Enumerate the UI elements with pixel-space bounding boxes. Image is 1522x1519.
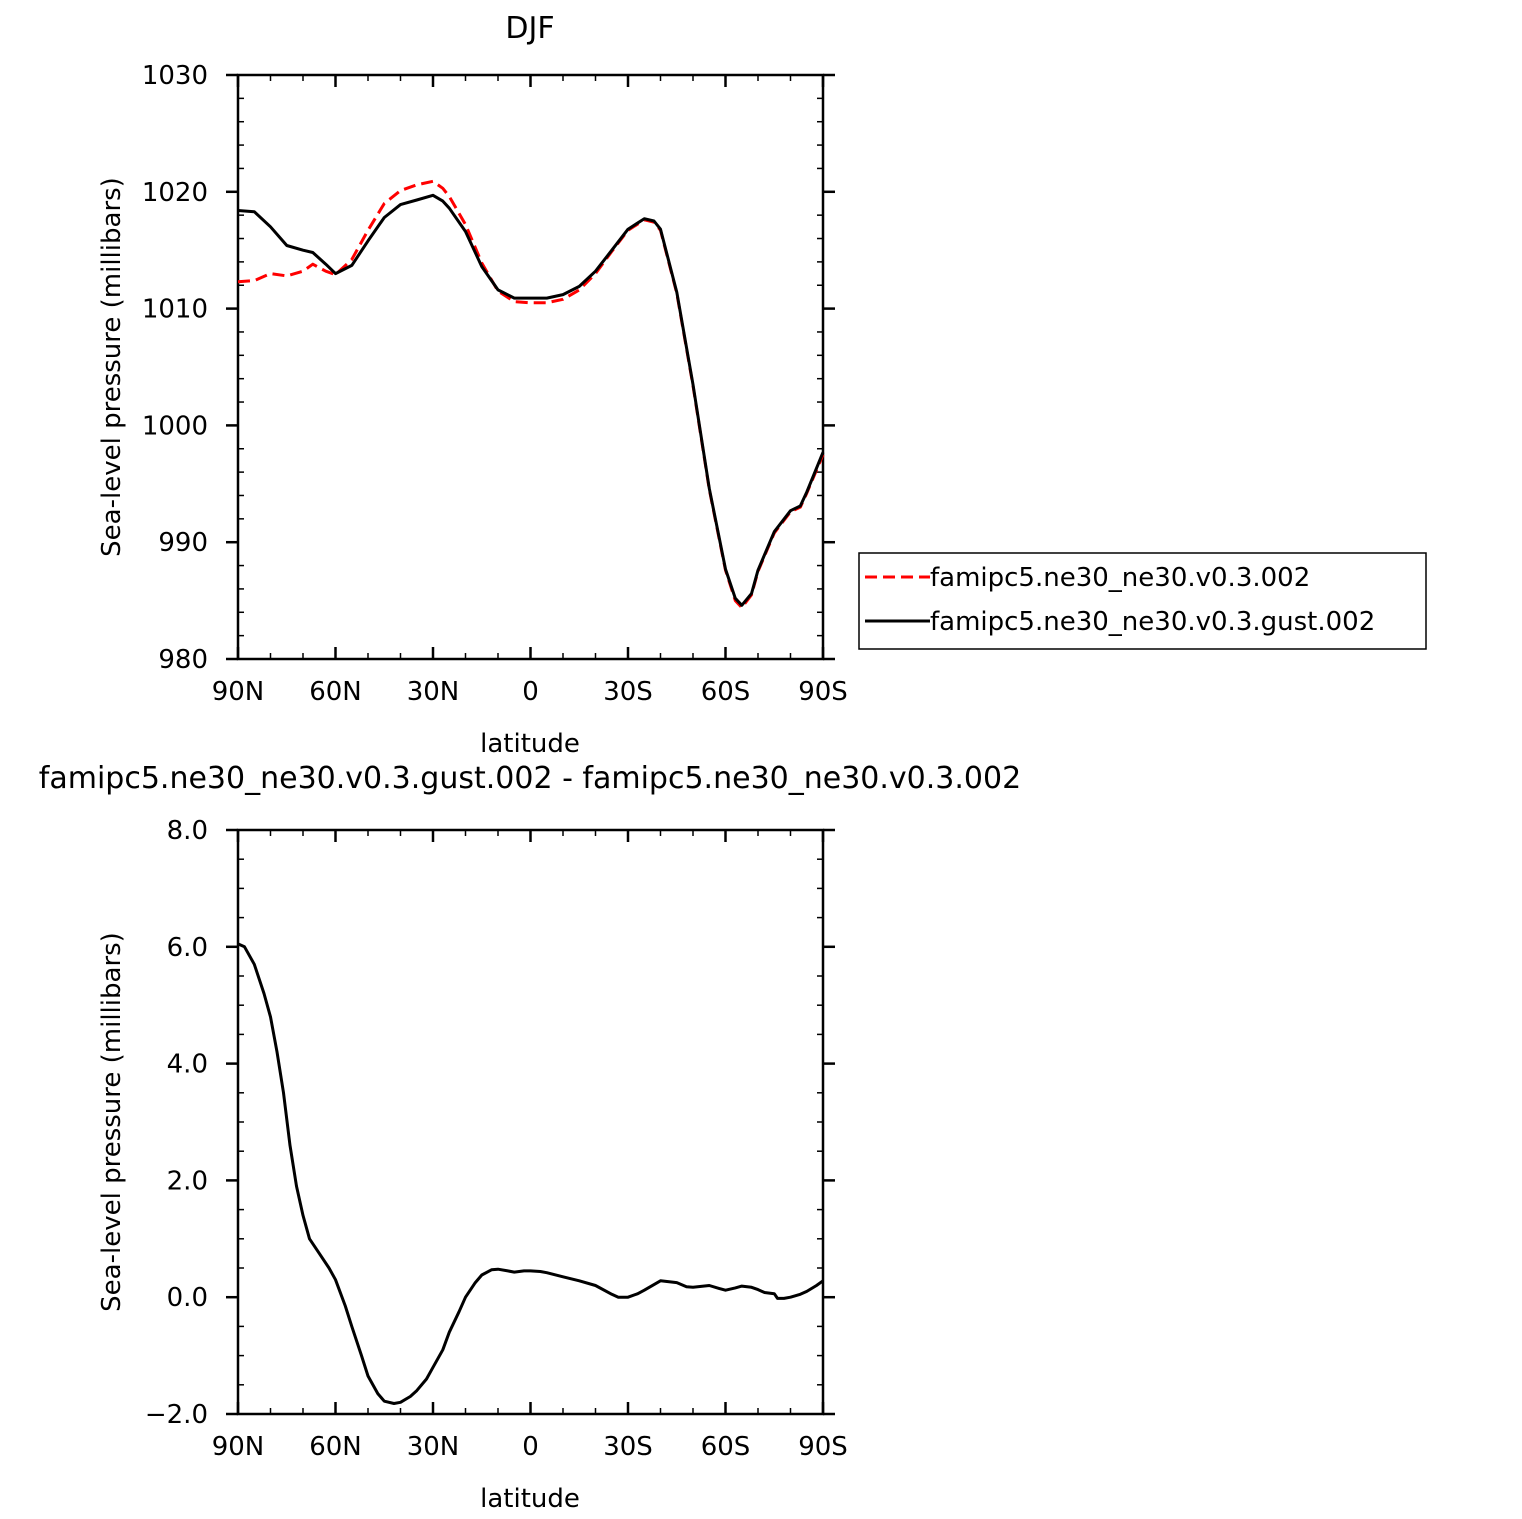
x-tick-label: 60N	[309, 677, 362, 707]
plot-frame	[236, 73, 825, 661]
x-tick-label: 30N	[407, 677, 460, 707]
y-axis-title: Sea-level pressure (millibars)	[97, 177, 127, 557]
y-tick-label: 1030	[142, 61, 208, 91]
series-line-2	[237, 193, 825, 607]
y-tick-label: 8.0	[167, 816, 208, 846]
y-tick-label: 6.0	[167, 933, 208, 963]
y-tick-label: 1010	[142, 295, 208, 325]
x-tick-label: 0	[522, 677, 539, 707]
legend: famipc5.ne30_ne30.v0.3.002 famipc5.ne30_…	[858, 552, 1427, 650]
x-axis-title: latitude	[480, 1484, 580, 1514]
x-tick-label: 30N	[407, 1432, 460, 1462]
legend-label-series-2: famipc5.ne30_ne30.v0.3.gust.002	[930, 607, 1375, 637]
panel-difference: famipc5.ne30_ne30.v0.3.gust.002 - famipc…	[39, 761, 1021, 1514]
axes-ticks: 90N 60N 30N 0 30S 60S 90S −2.0 0.0 2.0 4.0 6.0 8.0	[145, 816, 848, 1462]
y-tick-label: 2.0	[167, 1166, 208, 1196]
axes-ticks: 90N 60N 30N 0 30S 60S 90S 980 990 1000 1010 1020 103…	[142, 61, 848, 707]
y-tick-label: 980	[158, 645, 208, 675]
panel-title: DJF	[505, 11, 554, 46]
legend-label-series-1: famipc5.ne30_ne30.v0.3.002	[930, 563, 1310, 593]
legend-box	[858, 552, 1427, 650]
x-tick-label: 90S	[798, 677, 848, 707]
x-tick-label: 90N	[212, 677, 265, 707]
plot-frame	[236, 828, 825, 1416]
series-line-1	[237, 942, 824, 1405]
y-tick-label: 0.0	[167, 1283, 208, 1313]
y-tick-label: 990	[158, 528, 208, 558]
series-group	[237, 942, 824, 1405]
series-line-1	[237, 179, 825, 610]
x-tick-label: 90S	[798, 1432, 848, 1462]
y-tick-label: 4.0	[167, 1050, 208, 1080]
y-tick-label: −2.0	[145, 1400, 208, 1430]
series-group	[237, 179, 825, 610]
x-tick-label: 90N	[212, 1432, 265, 1462]
x-tick-label: 30S	[603, 677, 653, 707]
x-axis-title: latitude	[480, 729, 580, 759]
y-tick-label: 1000	[142, 411, 208, 441]
x-tick-label: 0	[522, 1432, 539, 1462]
x-tick-label: 30S	[603, 1432, 653, 1462]
x-tick-label: 60N	[309, 1432, 362, 1462]
panel-title: famipc5.ne30_ne30.v0.3.gust.002 - famipc…	[39, 761, 1021, 796]
y-axis-title: Sea-level pressure (millibars)	[97, 932, 127, 1312]
x-tick-label: 60S	[701, 1432, 751, 1462]
y-tick-label: 1020	[142, 178, 208, 208]
x-tick-label: 60S	[701, 677, 751, 707]
panel-djf: DJF 90N 60N 30N 0 30S 60S 90S 980 990 1000 1010 102…	[97, 11, 1427, 759]
